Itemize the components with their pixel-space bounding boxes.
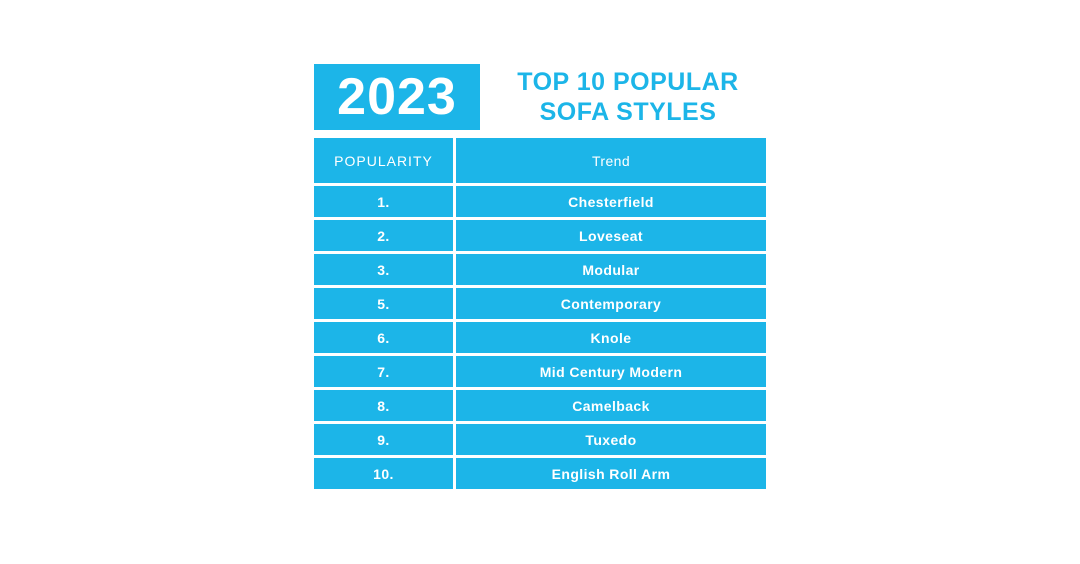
table-row: 9. Tuxedo (314, 424, 766, 455)
rank-cell: 5. (314, 288, 453, 319)
rank-cell: 2. (314, 220, 453, 251)
table-row: 3. Modular (314, 254, 766, 285)
rank-cell: 6. (314, 322, 453, 353)
rank-cell: 7. (314, 356, 453, 387)
infographic: 2023 TOP 10 POPULAR SOFA STYLES POPULARI… (314, 64, 766, 489)
table-row: 8. Camelback (314, 390, 766, 421)
trend-cell: Knole (456, 322, 766, 353)
popularity-table: POPULARITY Trend 1. Chesterfield 2. Love… (314, 138, 766, 489)
infographic-header: 2023 TOP 10 POPULAR SOFA STYLES (314, 64, 766, 130)
title-line-2: SOFA STYLES (539, 98, 717, 126)
column-header-trend: Trend (456, 138, 766, 183)
table-row: 1. Chesterfield (314, 186, 766, 217)
rank-cell: 1. (314, 186, 453, 217)
table-row: 5. Contemporary (314, 288, 766, 319)
rank-cell: 10. (314, 458, 453, 489)
year-badge: 2023 (314, 64, 480, 130)
trend-cell: Chesterfield (456, 186, 766, 217)
trend-cell: Loveseat (456, 220, 766, 251)
trend-cell: Modular (456, 254, 766, 285)
table-row: 2. Loveseat (314, 220, 766, 251)
rank-cell: 3. (314, 254, 453, 285)
table-header-row: POPULARITY Trend (314, 138, 766, 183)
trend-cell: English Roll Arm (456, 458, 766, 489)
table-row: 7. Mid Century Modern (314, 356, 766, 387)
table-row: 6. Knole (314, 322, 766, 353)
rank-cell: 9. (314, 424, 453, 455)
trend-cell: Mid Century Modern (456, 356, 766, 387)
title-line-1: TOP 10 POPULAR (517, 67, 739, 96)
trend-cell: Tuxedo (456, 424, 766, 455)
trend-cell: Contemporary (456, 288, 766, 319)
table-row: 10. English Roll Arm (314, 458, 766, 489)
rank-cell: 8. (314, 390, 453, 421)
trend-cell: Camelback (456, 390, 766, 421)
page-title: TOP 10 POPULAR SOFA STYLES (480, 67, 766, 128)
column-header-popularity: POPULARITY (314, 138, 453, 183)
